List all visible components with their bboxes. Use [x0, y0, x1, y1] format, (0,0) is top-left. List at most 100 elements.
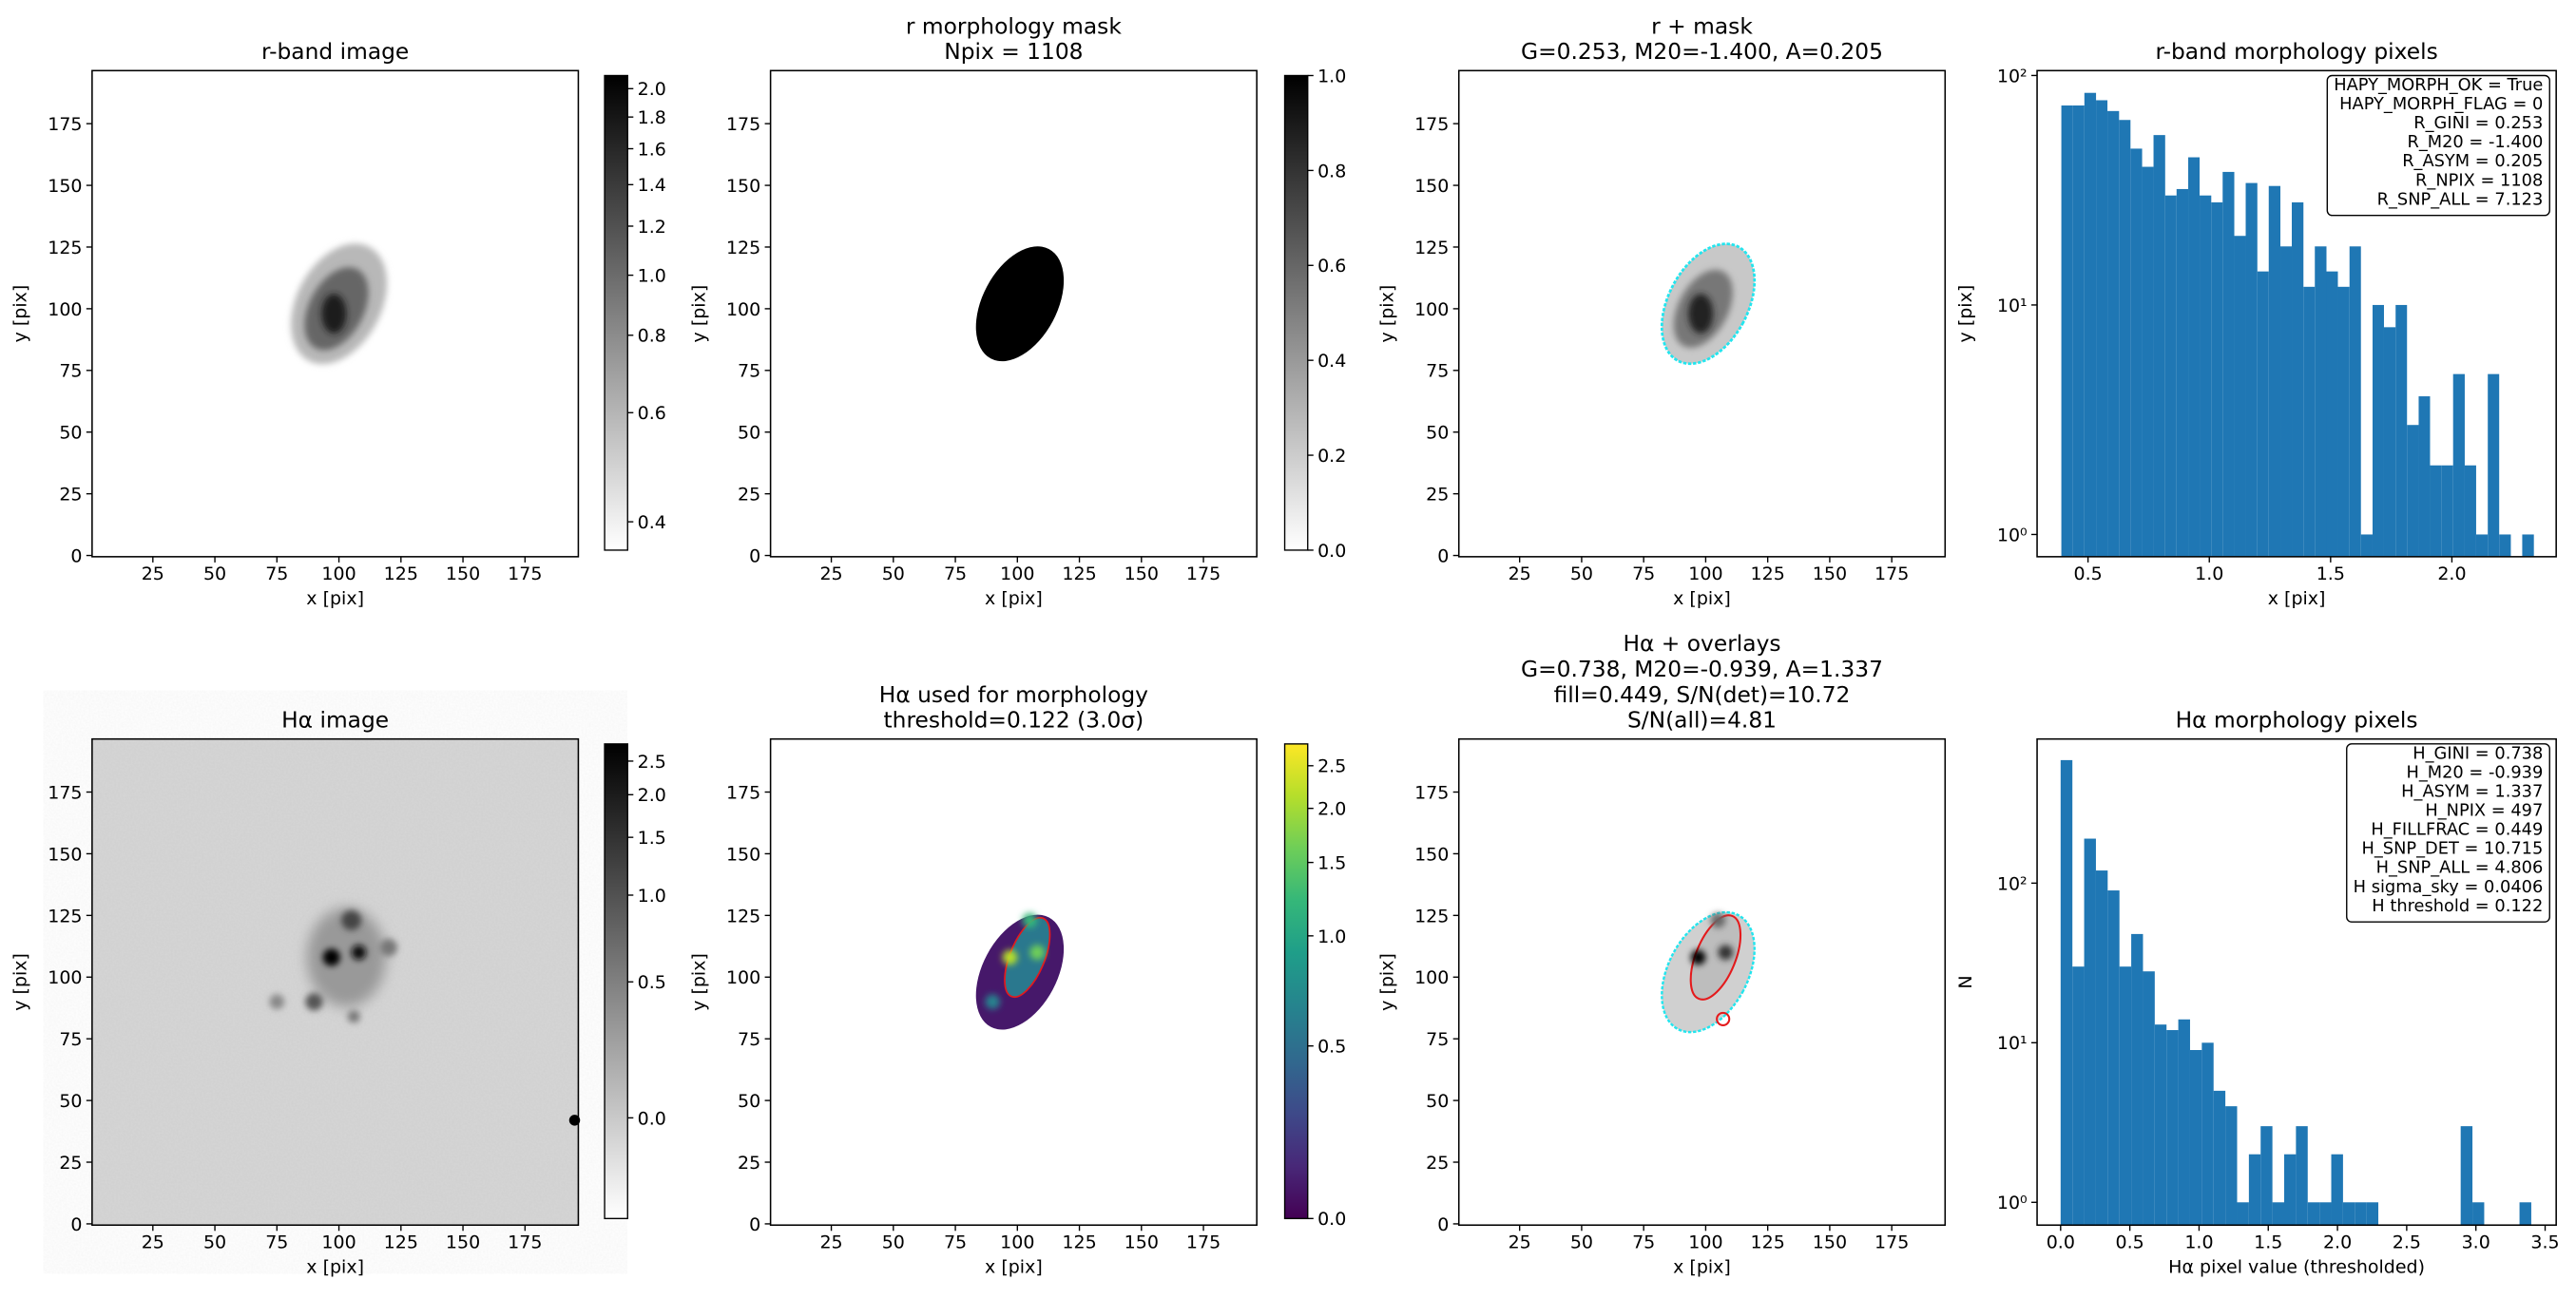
hist-bar: [2201, 1042, 2214, 1226]
x-tick-label: 125: [384, 564, 418, 584]
x-tick-label: 175: [1874, 564, 1909, 584]
hist-bar: [2260, 1126, 2273, 1226]
y-tick-label: 150: [1414, 844, 1449, 865]
y-axis-label: y [pix]: [1955, 285, 1976, 343]
x-axis-label: x [pix]: [1673, 588, 1731, 609]
y-tick-label: 25: [59, 1153, 82, 1174]
x-tick-label: 50: [882, 564, 905, 584]
x-tick-label: 1.0: [2184, 1232, 2213, 1252]
x-axis-label: Hα pixel value (thresholded): [2168, 1256, 2425, 1277]
hist-bar: [2119, 966, 2132, 1226]
colorbar-tick-label: 0.4: [1317, 351, 1346, 372]
hist-bar: [2154, 1024, 2167, 1226]
hist-bar: [2303, 286, 2316, 557]
y-tick-label: 125: [48, 906, 82, 926]
hist-bar: [2475, 534, 2489, 557]
hist-bar: [2296, 1126, 2308, 1226]
colorbar-tick-label: 2.0: [1317, 799, 1346, 820]
axes-frame: [769, 737, 1258, 1227]
hist-bar: [2337, 286, 2350, 557]
hist-bar: [2084, 92, 2097, 557]
hist-bar: [2237, 1202, 2249, 1226]
annotation-line: HAPY_MORPH_OK = True: [2334, 75, 2543, 95]
x-tick-label: 50: [1570, 564, 1593, 584]
hist-bar: [2315, 246, 2327, 557]
y-tick-label: 75: [738, 361, 760, 382]
x-tick-label: 175: [1186, 564, 1221, 584]
y-tick-label: 0: [749, 545, 760, 566]
hist-bar: [2188, 157, 2201, 557]
y-tick-label: 50: [1426, 423, 1449, 444]
source-knot: [269, 994, 285, 1010]
y-tick-label: 175: [726, 114, 760, 135]
hist-bar: [2460, 1126, 2473, 1226]
hist-bar: [2096, 100, 2108, 557]
x-tick-label: 125: [1062, 564, 1096, 584]
hist-bar: [2072, 105, 2085, 557]
panel-title: fill=0.449, S/N(det)=10.72: [1554, 681, 1851, 708]
y-axis-label: y [pix]: [1377, 953, 1398, 1011]
x-axis-label: x [pix]: [2268, 588, 2326, 609]
hist-bar: [2234, 236, 2246, 557]
source-knot: [341, 910, 362, 930]
y-tick-label: 150: [726, 176, 760, 197]
x-tick-label: 50: [882, 1232, 905, 1252]
x-tick-label: 175: [1874, 1232, 1909, 1252]
panel-title: Hα + overlays: [1623, 630, 1780, 657]
hist-bar: [2430, 465, 2442, 557]
annotation-line: H_SNP_DET = 10.715: [2361, 839, 2543, 859]
source-core: [321, 294, 347, 334]
hist-bar: [2178, 1019, 2190, 1226]
y-tick-label: 10²: [1997, 66, 2028, 86]
x-tick-label: 100: [321, 1232, 356, 1252]
y-tick-label: 75: [1426, 361, 1449, 382]
panel-title: Hα morphology pixels: [2176, 707, 2418, 734]
y-tick-label: 75: [738, 1029, 760, 1050]
x-tick-label: 150: [446, 564, 480, 584]
annotation-line: R_NPIX = 1108: [2415, 170, 2543, 190]
hist-bar: [2084, 838, 2096, 1226]
x-axis-label: x [pix]: [306, 1256, 364, 1277]
axes-frame: [1457, 737, 1947, 1227]
y-tick-label: 125: [1414, 238, 1449, 258]
hist-bar: [2130, 148, 2143, 557]
x-tick-label: 1.5: [2254, 1232, 2282, 1252]
source-knot: [322, 948, 340, 966]
hist-bar: [2200, 195, 2212, 557]
x-tick-label: 50: [203, 564, 226, 584]
x-tick-label: 2.0: [2323, 1232, 2352, 1252]
hist-bar: [2307, 1202, 2320, 1226]
hist-bar: [2272, 1202, 2285, 1226]
annotation-line: H_ASYM = 1.337: [2401, 782, 2543, 802]
hist-bar: [2292, 201, 2304, 557]
x-tick-label: 100: [1688, 564, 1722, 584]
hist-bar: [2119, 120, 2131, 557]
y-tick-label: 0: [749, 1214, 760, 1235]
y-tick-label: 0: [1437, 545, 1449, 566]
hist-bar: [2213, 1090, 2226, 1226]
x-tick-label: 25: [1509, 564, 1531, 584]
colorbar-tick-label: 1.5: [638, 828, 666, 849]
x-tick-label: 50: [1570, 1232, 1593, 1252]
y-tick-label: 25: [738, 485, 760, 506]
colorbar-tick-label: 2.5: [1317, 756, 1346, 777]
colorbar-tick-label: 0.0: [1317, 541, 1346, 562]
y-tick-label: 25: [1426, 1153, 1449, 1174]
artifact-dark: [568, 1115, 581, 1126]
x-tick-label: 125: [384, 1232, 418, 1252]
x-tick-label: 150: [1125, 1232, 1159, 1252]
annotation-line: R_ASYM = 0.205: [2402, 151, 2543, 171]
axes-frame: [2036, 737, 2557, 1227]
y-tick-label: 150: [1414, 176, 1449, 197]
x-tick-label: 25: [819, 1232, 842, 1252]
hist-bar: [2441, 465, 2453, 557]
hist-bar: [2166, 1030, 2179, 1226]
hist-bar: [2268, 185, 2281, 557]
knot: [1002, 949, 1018, 965]
y-tick-label: 75: [59, 1029, 82, 1050]
annotation-line: H_FILLFRAC = 0.449: [2371, 820, 2543, 840]
image-content: [975, 912, 1065, 1030]
x-tick-label: 175: [508, 1232, 542, 1252]
